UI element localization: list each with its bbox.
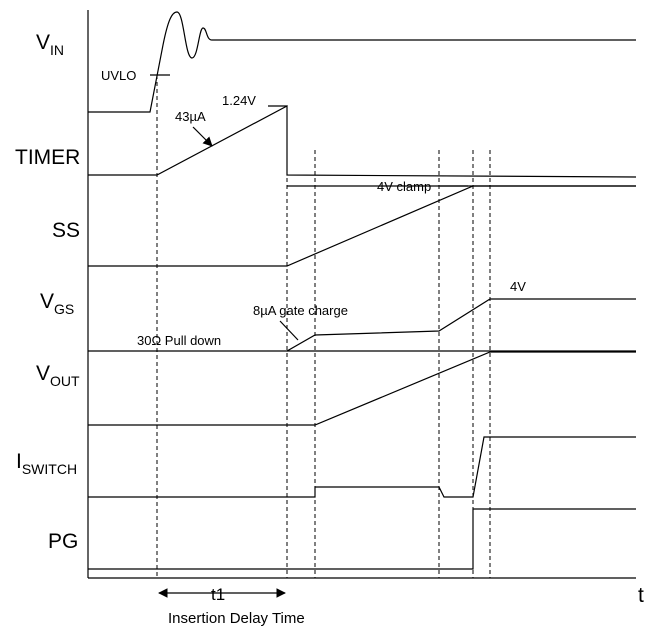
- waveform-vout: [88, 351, 636, 426]
- waveform-pg: [88, 508, 636, 570]
- waveform-vin: [88, 11, 636, 113]
- clamp-label: 4V clamp: [377, 179, 431, 194]
- t1-label: t1: [211, 585, 225, 604]
- waveform-iswitch: [88, 436, 636, 498]
- waveform-timer: [88, 105, 637, 178]
- label-timer: TIMER: [15, 146, 80, 169]
- label-pg: PG: [48, 530, 78, 553]
- insertion-delay-label: Insertion Delay Time: [168, 610, 305, 627]
- label-iswitch: ISWITCH: [16, 450, 77, 477]
- waveform-ss: [88, 185, 636, 267]
- uvlo-label: UVLO: [101, 68, 136, 83]
- current-43ua-label: 43µA: [175, 109, 206, 124]
- label-ss: SS: [52, 219, 80, 242]
- label-vin: VIN: [36, 31, 64, 58]
- label-vout: VOUT: [36, 362, 80, 389]
- gate-charge-label: 8µA gate charge: [253, 303, 348, 318]
- label-vgs: VGS: [40, 290, 74, 317]
- timer-peak-label: 1.24V: [222, 93, 256, 108]
- current-43ua-arrow: [192, 126, 213, 147]
- waveform-vgs: [88, 298, 636, 352]
- time-axis-label: t: [638, 584, 644, 607]
- gate-charge-leader: [279, 320, 299, 341]
- vgs-level-label: 4V: [510, 279, 526, 294]
- pull-down-label: 30Ω Pull down: [137, 333, 221, 348]
